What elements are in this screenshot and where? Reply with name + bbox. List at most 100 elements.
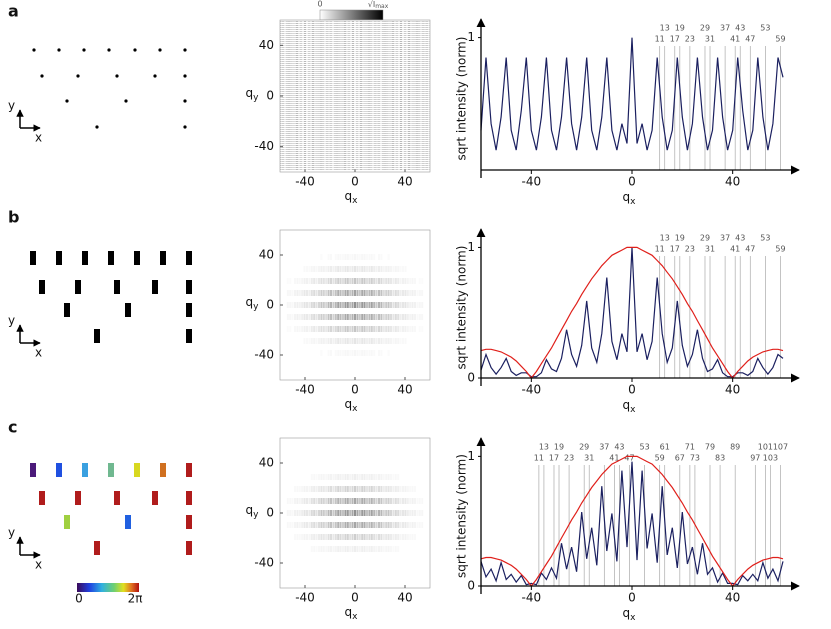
heatmap-cell <box>419 290 421 296</box>
heatmap-cell <box>406 326 409 332</box>
x-axis-label: qx <box>623 606 637 623</box>
heatmap-cell <box>390 326 392 332</box>
heatmap-cell <box>342 326 344 332</box>
heatmap-cell <box>332 522 335 528</box>
heatmap-cell <box>387 546 390 552</box>
heatmap-cell <box>418 302 421 308</box>
heatmap-cell <box>373 498 376 504</box>
heatmap-cell <box>308 314 311 320</box>
heatmap-cell <box>366 314 368 320</box>
heatmap-cell <box>411 326 414 332</box>
heatmap-cell <box>392 302 395 308</box>
heatmap-cell <box>313 266 316 272</box>
heatmap-cell <box>306 314 308 320</box>
marker-label: 11 <box>655 245 665 254</box>
heatmap-cell <box>416 510 418 516</box>
heatmap-cell <box>310 314 313 320</box>
marker-label: 13 <box>539 443 549 452</box>
heatmap-cell <box>322 266 325 272</box>
heatmap-cell <box>387 266 390 272</box>
heatmap-cell <box>342 302 344 308</box>
heatmap-cell <box>402 314 404 320</box>
heatmap-cell <box>390 278 392 284</box>
heatmap-cell <box>313 314 316 320</box>
heatmap-cell <box>359 350 361 356</box>
heatmap-cell <box>373 314 376 320</box>
heatmap-cell <box>366 278 368 284</box>
heatmap-cell <box>385 338 388 344</box>
heatmap-cell <box>385 486 388 492</box>
heatmap-cell <box>399 498 402 504</box>
heatmap-cell <box>327 534 330 540</box>
heatmap-cell <box>397 474 399 480</box>
heatmap-cell <box>306 266 308 272</box>
heatmap-cell <box>318 498 320 504</box>
heatmap-cell <box>322 510 325 516</box>
heatmap-cell <box>404 314 407 320</box>
heatmap-cell <box>337 338 340 344</box>
y-axis-label-main: q <box>246 86 254 100</box>
marker-label: 11 <box>534 454 544 463</box>
y-axis-label-main: q <box>246 503 254 517</box>
heatmap-cell <box>416 314 418 320</box>
heatmap-cell <box>296 290 299 296</box>
heatmap-cell <box>354 314 356 320</box>
x-tick-label: -40 <box>295 383 315 397</box>
heatmap-image <box>286 474 424 552</box>
heatmap-cell <box>358 278 361 284</box>
heatmap-cell <box>334 522 337 528</box>
heatmap-cell <box>382 314 385 320</box>
marker-label: 73 <box>690 454 700 463</box>
heatmap-cell <box>296 326 299 332</box>
heatmap-cell <box>346 510 349 516</box>
heatmap-cell <box>337 510 340 516</box>
heatmap-cell <box>407 534 409 540</box>
heatmap-cell <box>397 546 399 552</box>
heatmap-cell <box>325 266 328 272</box>
heatmap-cell <box>373 486 376 492</box>
heatmap-cell <box>327 522 330 528</box>
heatmap-cell <box>399 326 402 332</box>
heatmap-cell <box>349 254 351 260</box>
y-axis-label: qy <box>246 295 260 312</box>
x-tick-label: -40 <box>295 175 315 189</box>
marker-label: 71 <box>685 443 695 452</box>
heatmap-cell <box>339 510 342 516</box>
heatmap-cell <box>339 290 342 296</box>
heatmap-cell <box>406 290 409 296</box>
heatmap-cell <box>294 278 296 284</box>
heatmap-cell <box>337 302 340 308</box>
heatmap-cell <box>368 338 371 344</box>
heatmap-cell <box>287 278 289 284</box>
heatmap-cell <box>366 266 368 272</box>
heatmap-cell <box>320 266 323 272</box>
heatmap-cell <box>356 546 359 552</box>
heatmap-cell <box>361 278 364 284</box>
heatmap-cell <box>296 510 299 516</box>
heatmap-cell <box>344 290 347 296</box>
heatmap-cell <box>351 486 354 492</box>
heatmap-cell <box>349 534 352 540</box>
heatmap-cell <box>394 314 397 320</box>
heatmap-cell <box>375 314 378 320</box>
heatmap-cell <box>316 546 318 552</box>
heatmap-cell <box>344 350 346 356</box>
heatmap-cell <box>361 498 364 504</box>
heatmap-cell <box>349 314 352 320</box>
heatmap-cell <box>361 350 363 356</box>
heatmap-cell <box>349 338 352 344</box>
heatmap-cell <box>347 350 349 356</box>
heatmap-cell <box>375 290 378 296</box>
heatmap-cell <box>394 522 397 528</box>
heatmap-cell <box>316 474 318 480</box>
heatmap-cell <box>335 254 337 260</box>
heatmap-cell <box>327 266 330 272</box>
heatmap-cell <box>330 498 332 504</box>
heatmap-cell <box>320 474 323 480</box>
heatmap-cell <box>380 522 383 528</box>
heatmap-cell <box>330 350 332 356</box>
heatmap-cell <box>409 498 412 504</box>
heatmap-cell <box>344 278 347 284</box>
heatmap-cell <box>342 522 344 528</box>
heatmap-cell <box>334 290 337 296</box>
